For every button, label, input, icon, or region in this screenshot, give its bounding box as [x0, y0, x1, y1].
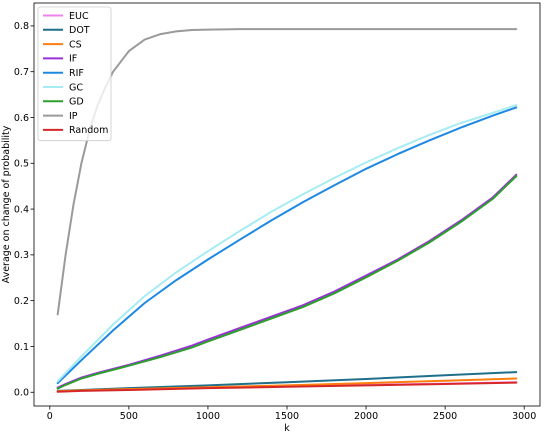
x-tick-label: 2000: [354, 411, 378, 422]
axes-layer: 0 500 1000 1500 2000 2500 3000 0.0 0.1 0.2 0.3 0.4 0…: [14, 2, 541, 422]
legend-label-gc: GC: [69, 82, 83, 93]
y-tick-label: 0.0: [14, 388, 29, 399]
x-tick-label: 3000: [512, 411, 536, 422]
y-tick-label: 0.8: [14, 21, 29, 32]
series-line-random: [56, 381, 518, 393]
x-tick-label: 0: [47, 411, 53, 422]
legend: EUC DOT CS IF RIF GC GD IP Random: [37, 6, 112, 142]
legend-label-euc: EUC: [69, 11, 89, 22]
series-line-ip: [56, 28, 518, 316]
y-tick-label: 0.1: [14, 342, 29, 353]
series-line-if: [56, 173, 518, 389]
y-axis-label: Average on change of probability: [1, 125, 12, 283]
series-line-rif: [56, 106, 518, 385]
x-tick-label: 1500: [275, 411, 299, 422]
legend-box: [37, 6, 112, 142]
legend-label-if: IF: [69, 54, 77, 65]
x-tick-label: 2500: [433, 411, 457, 422]
x-tick-label: 1000: [196, 411, 220, 422]
x-tick-label: 500: [120, 411, 138, 422]
y-tick-label: 0.4: [14, 204, 29, 215]
y-tick-label: 0.2: [14, 296, 29, 307]
legend-label-gd: GD: [69, 97, 84, 108]
y-tick-label: 0.6: [14, 113, 29, 124]
series-line-gd: [56, 175, 518, 390]
x-axis-label: k: [284, 423, 290, 434]
series-layer: [56, 28, 518, 393]
series-line-gc: [56, 104, 518, 383]
legend-label-ip: IP: [69, 111, 78, 122]
y-tick-label: 0.5: [14, 159, 29, 170]
y-tick-label: 0.3: [14, 250, 29, 261]
legend-label-rif: RIF: [69, 68, 84, 79]
legend-label-random: Random: [69, 125, 108, 136]
legend-label-cs: CS: [69, 39, 82, 50]
y-tick-label: 0.7: [14, 67, 29, 78]
legend-label-dot: DOT: [69, 25, 90, 36]
